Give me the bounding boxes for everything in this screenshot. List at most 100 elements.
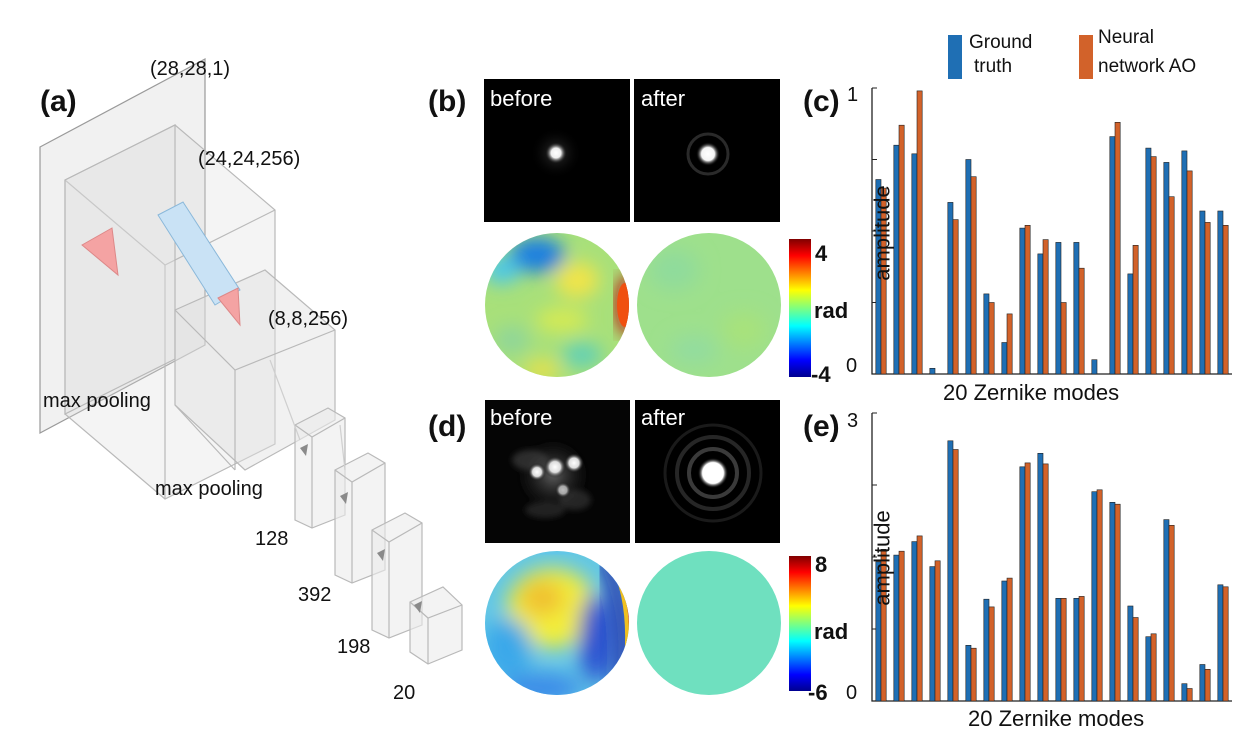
phase-map-before-d	[485, 551, 629, 695]
bar-neural-network-ao	[1168, 196, 1175, 375]
bar-neural-network-ao	[898, 124, 905, 375]
phase-map-after-b	[637, 233, 781, 377]
bar-ground-truth	[911, 541, 918, 702]
panel-label-a: (a)	[40, 85, 77, 118]
legend-ground-truth-line1: Ground	[969, 32, 1033, 53]
bar-ground-truth	[1019, 227, 1026, 375]
y-axis-label-e: amplitude	[869, 510, 895, 606]
bar-neural-network-ao	[916, 90, 923, 375]
bar-ground-truth	[1001, 342, 1008, 375]
colorbar-d-max: 8	[815, 552, 828, 577]
bar-ground-truth	[1145, 147, 1152, 375]
bar-ground-truth	[1145, 636, 1152, 702]
bar-ground-truth	[1091, 491, 1098, 702]
bar-ground-truth	[1037, 253, 1044, 375]
x-axis-label-c: 20 Zernike modes	[943, 380, 1120, 405]
bar-neural-network-ao	[1114, 121, 1121, 375]
panel-label-e: (e)	[803, 410, 840, 443]
conv1-shape-label: (24,24,256)	[198, 148, 301, 170]
bar-ground-truth	[965, 645, 972, 702]
panel-label-d: (d)	[428, 410, 467, 443]
bar-neural-network-ao	[1186, 170, 1193, 375]
bar-neural-network-ao	[916, 535, 923, 702]
chart-axes	[871, 88, 1232, 375]
y-tick-label: 0	[846, 355, 858, 377]
x-axis-label-e: 20 Zernike modes	[968, 706, 1145, 731]
bar-neural-network-ao	[952, 219, 959, 375]
bar-ground-truth	[1127, 273, 1134, 375]
bar-neural-network-ao	[1006, 313, 1013, 375]
bar-neural-network-ao	[1024, 225, 1031, 375]
panel-label-c: (c)	[803, 85, 840, 118]
bar-ground-truth	[983, 598, 990, 702]
input-shape-label: (28,28,1)	[150, 58, 231, 80]
bar-neural-network-ao	[970, 647, 977, 702]
legend-swatch-ground-truth	[948, 35, 962, 79]
bar-ground-truth	[947, 202, 954, 375]
bar-neural-network-ao	[1150, 156, 1157, 375]
bar-neural-network-ao	[1132, 245, 1139, 375]
psf-after-image-b	[634, 79, 780, 222]
bar-chart-c	[871, 87, 1232, 375]
legend-nn-line1: Neural	[1098, 27, 1154, 48]
bar-neural-network-ao	[1060, 302, 1067, 375]
y-tick-label: 1	[847, 84, 859, 106]
bar-ground-truth	[1199, 664, 1206, 702]
arrow-icon	[300, 444, 308, 456]
bar-neural-network-ao	[1150, 633, 1157, 702]
bar-neural-network-ao	[1060, 598, 1067, 702]
y-tick-label: 3	[847, 410, 859, 432]
colorbar-b-min: -4	[811, 362, 831, 387]
bar-ground-truth	[1055, 242, 1062, 375]
bar-ground-truth	[1055, 598, 1062, 702]
max-pooling-label-2: max pooling	[155, 478, 263, 500]
fc-block-20	[409, 586, 463, 665]
bar-ground-truth	[1217, 584, 1224, 702]
conv2-shape-label: (8,8,256)	[268, 308, 349, 330]
bar-neural-network-ao	[1114, 503, 1121, 702]
bar-neural-network-ao	[1204, 222, 1211, 375]
bar-neural-network-ao	[1006, 577, 1013, 702]
bar-ground-truth	[1109, 502, 1116, 702]
colorbar-b-max: 4	[815, 241, 828, 266]
psf-before-label: before	[490, 86, 553, 111]
bar-ground-truth	[1091, 359, 1098, 375]
bar-neural-network-ao	[1024, 462, 1031, 702]
bar-neural-network-ao	[934, 560, 941, 702]
bar-ground-truth	[965, 159, 972, 375]
bar-ground-truth	[1019, 466, 1026, 702]
fc-size-label: 128	[255, 528, 289, 550]
arrow-icon	[414, 601, 422, 613]
colorbar-d-min: -6	[808, 680, 828, 705]
bar-neural-network-ao	[1186, 688, 1193, 702]
bar-ground-truth	[1163, 162, 1170, 375]
bar-ground-truth	[1001, 580, 1008, 702]
bar-neural-network-ao	[952, 449, 959, 702]
bar-neural-network-ao	[1132, 617, 1139, 702]
conv-kernel-1	[81, 227, 119, 277]
fc-size-label: 392	[298, 584, 332, 606]
fc-size-label: 20	[393, 682, 416, 704]
bar-neural-network-ao	[1222, 225, 1229, 375]
bar-neural-network-ao	[1042, 463, 1049, 702]
bar-ground-truth	[1217, 210, 1224, 375]
bar-ground-truth	[1181, 683, 1188, 702]
colorbar-d-unit: rad	[814, 619, 849, 644]
bar-neural-network-ao	[988, 606, 995, 702]
psf-before-image-b	[484, 79, 630, 222]
psf-before-image-d	[485, 400, 630, 543]
input-layer	[39, 58, 206, 434]
bar-ground-truth	[983, 293, 990, 375]
y-tick-label: 0	[846, 682, 858, 704]
legend-ground-truth-line2: truth	[974, 56, 1013, 77]
legend-swatch-nn	[1079, 35, 1093, 79]
bar-neural-network-ao	[1096, 489, 1103, 702]
bar-neural-network-ao	[1168, 525, 1175, 702]
phase-map-before-b	[485, 233, 629, 377]
bar-chart-e	[871, 412, 1232, 702]
bar-neural-network-ao	[880, 549, 887, 702]
bar-ground-truth	[1037, 452, 1044, 702]
bar-ground-truth	[1073, 598, 1080, 702]
psf-after-label: after	[641, 405, 686, 430]
bar-neural-network-ao	[1078, 267, 1085, 375]
